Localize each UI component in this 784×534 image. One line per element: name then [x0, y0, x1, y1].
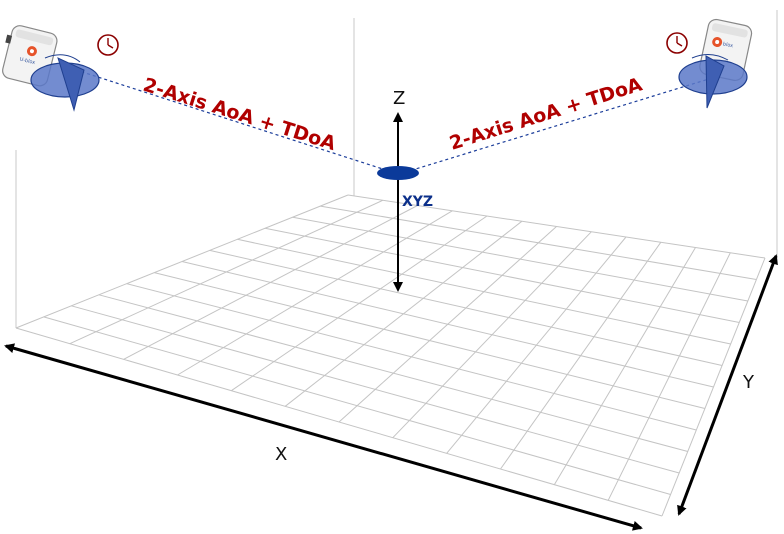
room-walls — [15, 10, 778, 328]
grid-line — [292, 216, 748, 302]
grid-line — [500, 242, 662, 470]
x-axis-label: X — [275, 444, 287, 465]
x-axis-arrow — [4, 343, 643, 531]
antenna-pattern-icon — [678, 54, 748, 109]
svg-text:U-blox: U-blox — [19, 56, 36, 66]
antenna-pattern-icon — [30, 54, 100, 112]
sight-line-right — [405, 77, 713, 173]
tag-label: XYZ — [402, 194, 433, 210]
grid-line — [209, 249, 723, 366]
sight-lines — [69, 67, 713, 173]
svg-text:blox: blox — [722, 41, 733, 49]
grid-line — [320, 205, 757, 280]
z-axis-label: Z — [393, 88, 405, 109]
tag-ellipse-icon — [377, 166, 419, 180]
y-axis-arrow — [677, 254, 778, 516]
grid-line — [264, 227, 740, 323]
clock-icon — [97, 34, 119, 56]
locator-left: U-blox — [2, 25, 119, 112]
grid-line — [347, 194, 766, 259]
locator-right: blox — [666, 18, 753, 109]
y-axis-label: Y — [742, 372, 755, 393]
clock-icon — [666, 32, 688, 54]
link-label-left: 2-Axis AoA + TDoA — [140, 74, 338, 155]
link-label-right: 2-Axis AoA + TDoA — [447, 73, 645, 154]
grid-line — [392, 231, 592, 439]
sight-line-left — [69, 67, 393, 173]
floor-grid — [15, 194, 766, 517]
